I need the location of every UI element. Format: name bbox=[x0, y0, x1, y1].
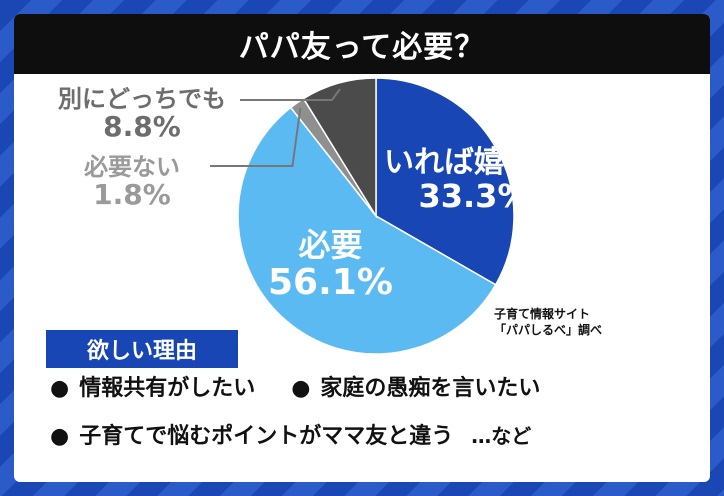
slice-label-value: 33.3% bbox=[418, 177, 530, 215]
bullet-icon: ● bbox=[50, 376, 70, 401]
reasons-list: ● 情報共有がしたい ● 家庭の愚痴を言いたい ● 子育てで悩むポイントがママ友… bbox=[50, 370, 700, 466]
reasons-heading: 欲しい理由 bbox=[46, 330, 238, 368]
slice-label-name: 必要ない bbox=[84, 153, 180, 181]
reasons-heading-text: 欲しい理由 bbox=[86, 339, 197, 364]
slice-label-name: 別にどっちでも bbox=[58, 85, 226, 113]
reasons-row-1: ● 情報共有がしたい ● 家庭の愚痴を言いたい bbox=[50, 370, 700, 418]
title-bar: パパ友って必要？ bbox=[14, 14, 710, 74]
slice-label-value: 1.8% bbox=[93, 178, 171, 212]
reasons-row-2: ● 子育てで悩むポイントがママ友と違う …など bbox=[50, 418, 700, 466]
reason-item: 家庭の愚痴を言いたい bbox=[320, 376, 541, 401]
reasons-suffix: …など bbox=[471, 424, 532, 448]
leader-line-betsuni-dotchidemo bbox=[240, 88, 341, 101]
label-hitsuyo: 必要 56.1% bbox=[268, 226, 393, 304]
slice-label-name: 必要 bbox=[298, 226, 363, 264]
slice-betsuni-dotchidemo bbox=[302, 77, 377, 219]
slice-ireba-ureshii bbox=[375, 77, 515, 286]
slice-hitsuyo bbox=[237, 106, 497, 355]
bullet-icon: ● bbox=[291, 376, 311, 401]
graphic-card: パパ友って必要？ いれば嬉しい 33.3% 必要 56.1% 必要ない 1.8%… bbox=[14, 14, 710, 482]
slice-label-name: いれば嬉しい bbox=[384, 145, 564, 180]
source-line-2: 「パパしるべ」調べ bbox=[494, 323, 603, 338]
bullet-icon: ● bbox=[50, 424, 70, 449]
reason-item: 情報共有がしたい bbox=[79, 376, 256, 401]
reason-item: 子育てで悩むポイントがママ友と違う bbox=[79, 424, 454, 449]
source-note: 子育て情報サイト 「パパしるべ」調べ bbox=[494, 306, 602, 338]
label-hitsuyo-nai: 必要ない 1.8% bbox=[84, 154, 180, 211]
slice-label-value: 8.8% bbox=[103, 110, 181, 144]
slice-label-value: 56.1% bbox=[268, 262, 393, 304]
page-title: パパ友って必要？ bbox=[238, 30, 486, 65]
pie-chart bbox=[210, 77, 515, 355]
source-line-1: 子育て情報サイト bbox=[494, 307, 591, 321]
leader-line-hitsuyo-nai bbox=[210, 107, 302, 167]
label-ireba-ureshii: いれば嬉しい 33.3% bbox=[384, 146, 564, 214]
label-betsuni-dotchidemo: 別にどっちでも 8.8% bbox=[58, 86, 226, 143]
